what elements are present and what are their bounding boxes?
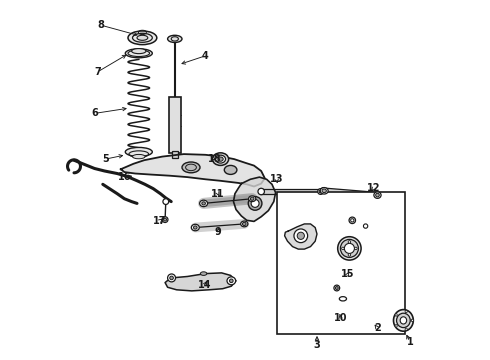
Polygon shape [165,273,236,291]
Ellipse shape [376,193,379,197]
Polygon shape [202,195,254,207]
Ellipse shape [132,154,145,159]
Text: 10: 10 [334,312,347,323]
Text: 13: 13 [270,174,283,184]
Ellipse shape [335,287,338,289]
Text: 14: 14 [198,280,211,290]
Ellipse shape [342,247,344,250]
Bar [277,192,405,334]
Ellipse shape [351,219,354,222]
Polygon shape [322,188,379,198]
Text: 7: 7 [94,67,101,77]
Ellipse shape [374,192,381,198]
Text: 3: 3 [314,340,320,350]
Text: 12: 12 [367,183,381,193]
Ellipse shape [202,202,205,205]
Text: 8: 8 [98,20,104,30]
Text: 6: 6 [91,108,98,118]
Ellipse shape [248,196,256,202]
Ellipse shape [294,229,308,243]
Ellipse shape [194,226,197,229]
Polygon shape [285,224,317,249]
Text: 15: 15 [341,269,354,279]
Ellipse shape [199,200,208,207]
Text: 11: 11 [211,189,225,199]
Text: 5: 5 [102,154,109,164]
Text: 4: 4 [202,51,209,61]
Ellipse shape [128,31,157,45]
Ellipse shape [213,153,229,165]
Ellipse shape [334,285,340,291]
Text: 18: 18 [208,154,221,164]
Text: 2: 2 [374,323,381,333]
Ellipse shape [320,188,328,194]
Ellipse shape [224,165,237,174]
Text: 16: 16 [118,172,131,182]
Ellipse shape [396,313,410,328]
Ellipse shape [348,240,351,243]
Ellipse shape [251,199,259,207]
Ellipse shape [348,253,351,256]
Ellipse shape [216,155,225,163]
Bar [172,151,178,158]
Ellipse shape [192,224,199,231]
Text: 1: 1 [407,337,413,347]
Ellipse shape [164,218,167,221]
Polygon shape [233,177,275,221]
Ellipse shape [322,189,326,193]
Bar [169,97,180,153]
Ellipse shape [125,148,152,156]
Ellipse shape [200,272,207,275]
Ellipse shape [258,188,265,195]
Ellipse shape [168,35,182,42]
Ellipse shape [125,49,152,58]
Ellipse shape [170,276,173,280]
Ellipse shape [248,197,262,210]
Ellipse shape [243,222,246,225]
Ellipse shape [395,325,397,327]
Ellipse shape [341,239,358,257]
Ellipse shape [405,328,407,330]
Ellipse shape [338,237,361,260]
Ellipse shape [168,274,175,282]
Ellipse shape [349,217,356,224]
Ellipse shape [162,217,168,222]
Ellipse shape [137,35,148,40]
Ellipse shape [297,232,304,239]
Ellipse shape [411,319,414,322]
Ellipse shape [344,243,354,253]
Ellipse shape [393,310,413,331]
Ellipse shape [163,199,169,204]
Ellipse shape [182,162,200,173]
Ellipse shape [400,317,407,324]
Ellipse shape [318,189,323,194]
Ellipse shape [132,49,146,54]
Ellipse shape [355,247,357,250]
Text: 17: 17 [152,216,166,226]
Ellipse shape [405,310,407,313]
Ellipse shape [250,197,254,200]
Ellipse shape [227,277,236,285]
Ellipse shape [218,157,223,161]
Ellipse shape [319,190,322,193]
Text: 9: 9 [215,227,221,237]
Ellipse shape [395,314,397,316]
Ellipse shape [229,279,233,283]
Polygon shape [121,154,265,186]
Ellipse shape [241,221,248,227]
FancyArrow shape [261,189,320,194]
Ellipse shape [364,224,368,228]
